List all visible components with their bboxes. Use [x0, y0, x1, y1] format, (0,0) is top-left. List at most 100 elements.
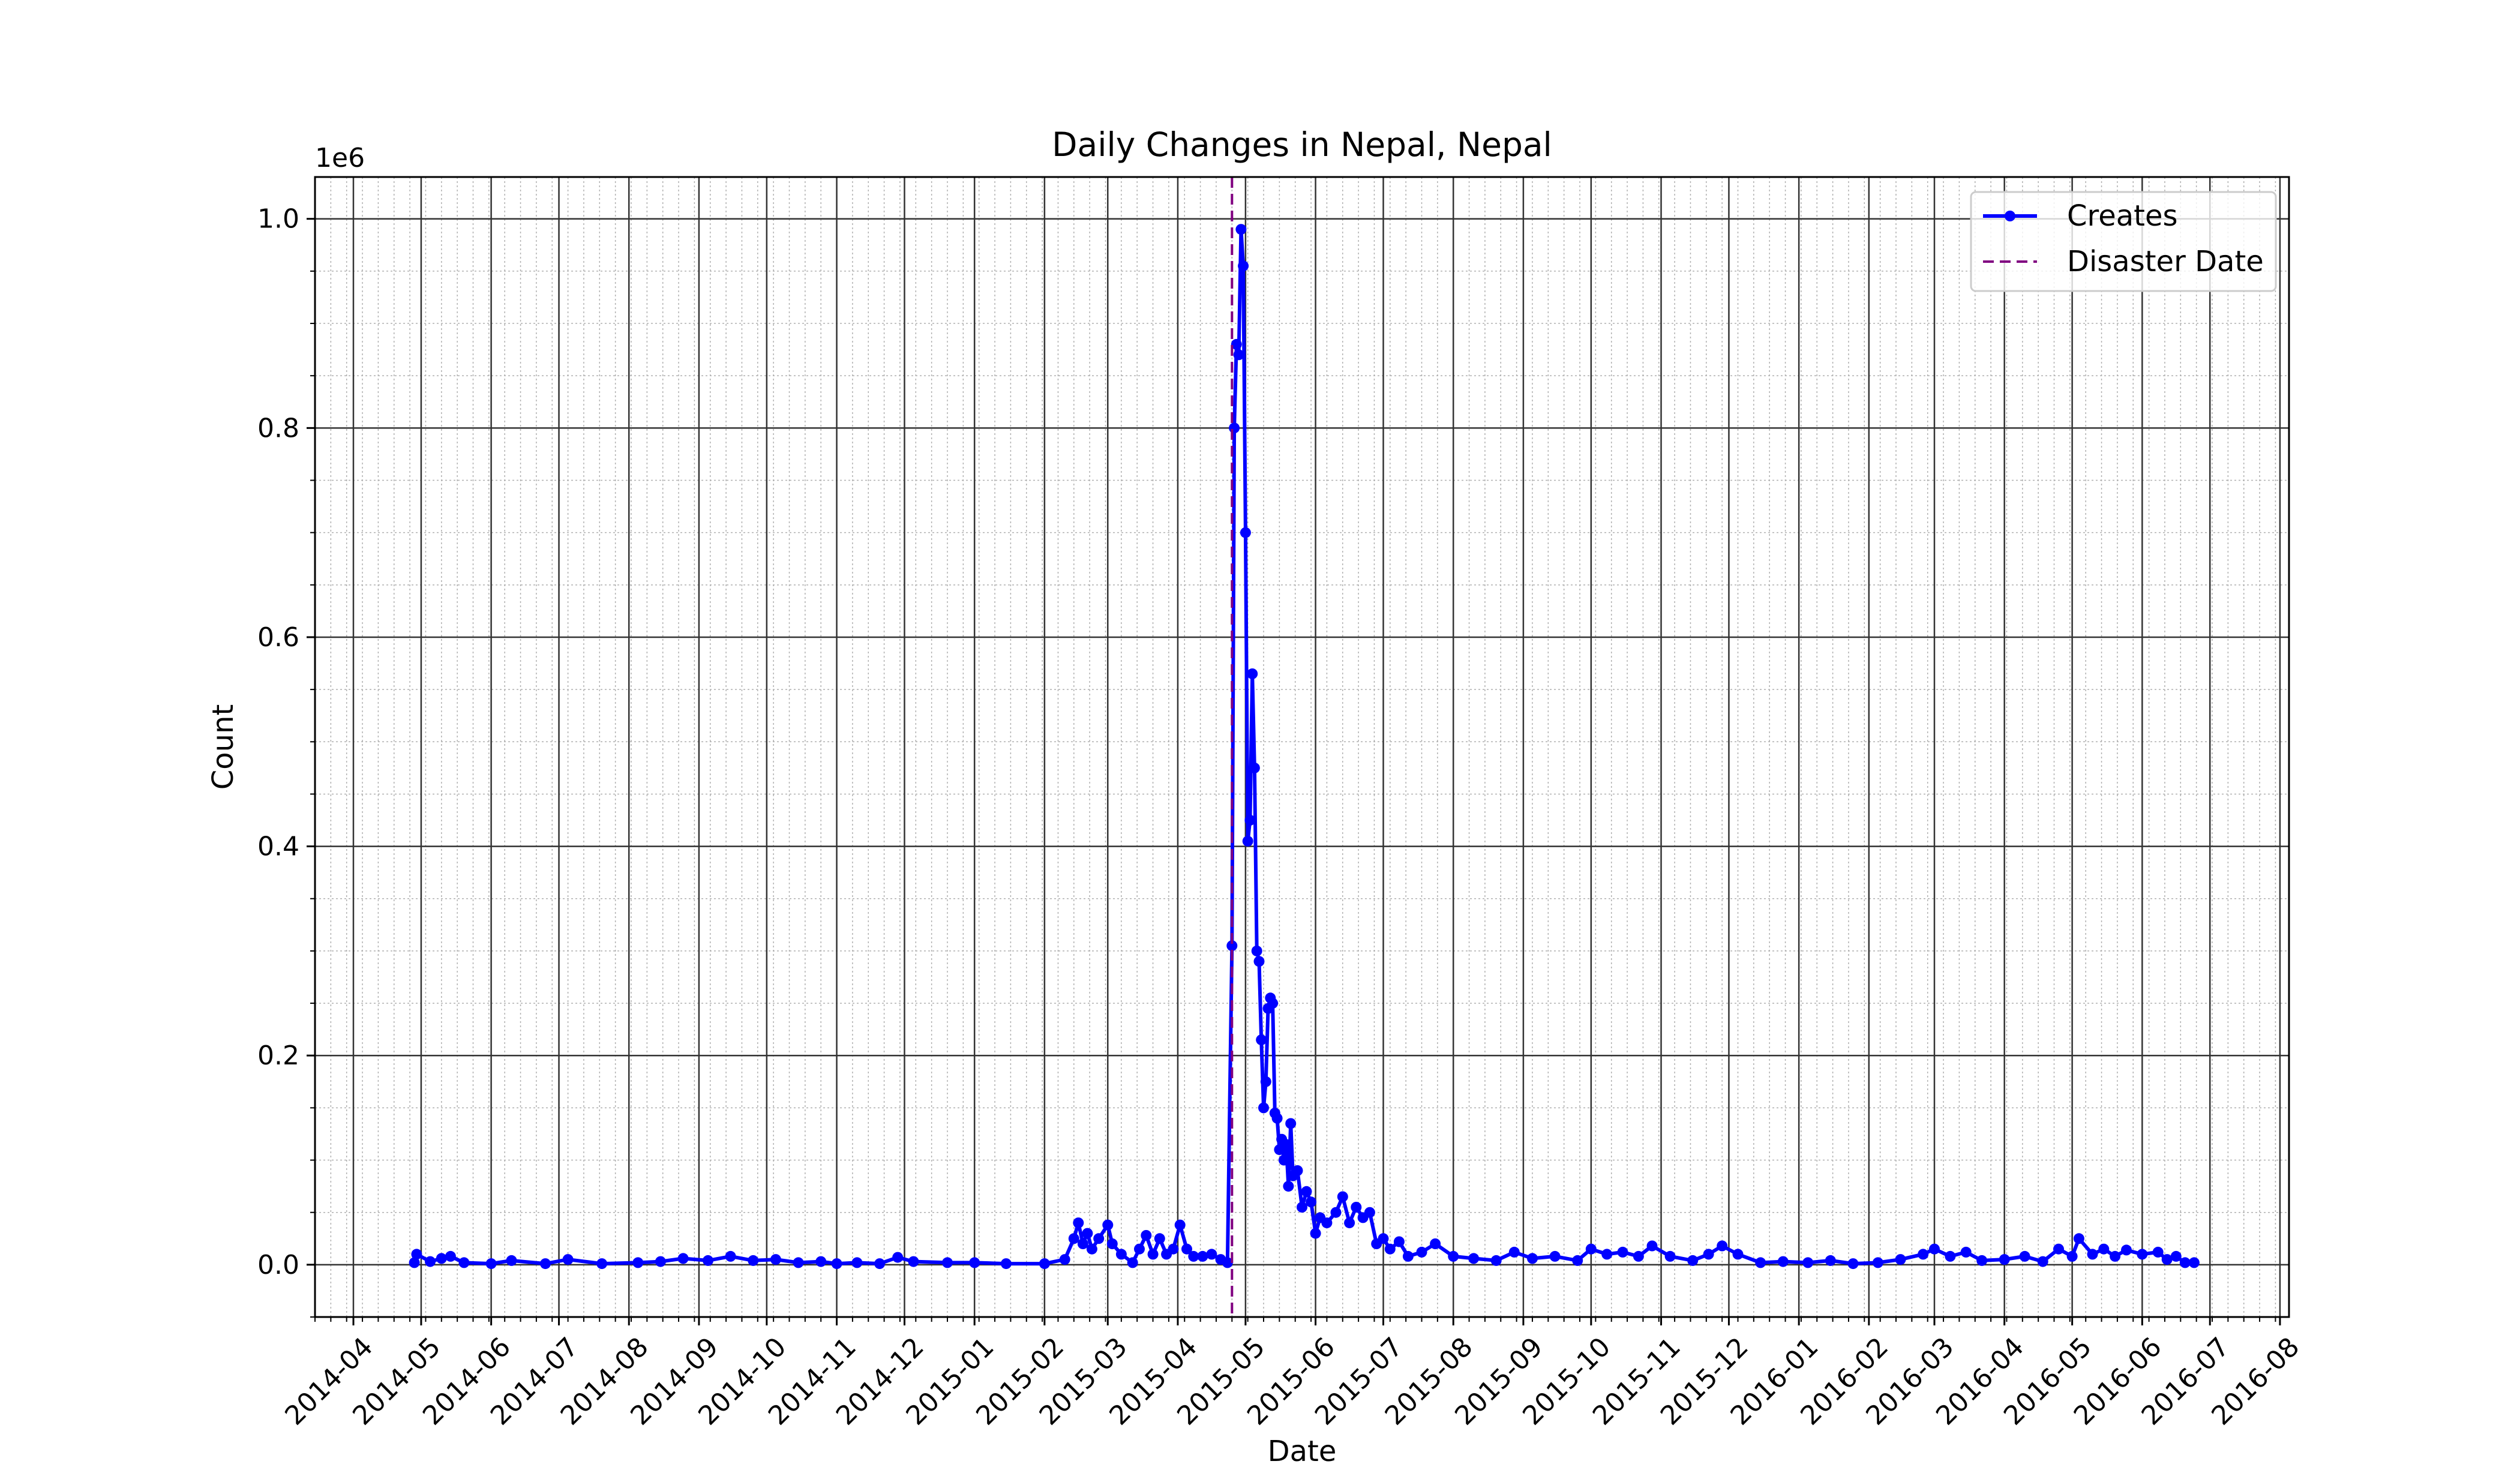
- data-point-creates: [1235, 224, 1247, 235]
- data-point-creates: [1732, 1249, 1744, 1260]
- data-point-creates: [1402, 1250, 1414, 1262]
- data-point-creates: [1310, 1228, 1321, 1239]
- data-point-creates: [1260, 1076, 1271, 1087]
- data-point-creates: [969, 1257, 980, 1268]
- data-point-creates: [1134, 1243, 1145, 1255]
- data-point-creates: [2073, 1233, 2084, 1244]
- data-point-creates: [1188, 1250, 1199, 1262]
- data-point-creates: [485, 1258, 497, 1270]
- data-point-creates: [1247, 668, 1258, 679]
- data-point-creates: [1945, 1250, 1956, 1262]
- y-axis-label: Count: [206, 704, 240, 790]
- data-point-creates: [655, 1256, 666, 1267]
- data-point-creates: [1267, 998, 1279, 1009]
- data-point-creates: [1321, 1217, 1333, 1229]
- data-point-creates: [1703, 1249, 1714, 1260]
- data-point-creates: [1384, 1243, 1396, 1255]
- data-point-creates: [632, 1257, 644, 1268]
- data-point-creates: [1292, 1165, 1303, 1176]
- data-point-creates: [725, 1250, 736, 1262]
- data-point-creates: [436, 1253, 447, 1264]
- data-point-creates: [831, 1258, 842, 1270]
- data-point-creates: [1068, 1233, 1079, 1244]
- data-point-creates: [1278, 1154, 1289, 1166]
- data-point-creates: [2152, 1246, 2164, 1258]
- data-point-creates: [1527, 1253, 1538, 1264]
- data-point-creates: [1168, 1243, 1179, 1255]
- data-point-creates: [1929, 1243, 1940, 1255]
- data-point-creates: [1242, 835, 1253, 847]
- data-point-creates: [1231, 338, 1242, 350]
- data-point-creates: [1283, 1181, 1294, 1192]
- data-point-creates: [425, 1256, 436, 1267]
- y-tick-label: 0.6: [257, 622, 299, 653]
- data-point-creates: [1918, 1249, 1929, 1260]
- data-point-creates: [1115, 1249, 1127, 1260]
- data-point-creates: [677, 1253, 689, 1264]
- data-point-creates: [1976, 1255, 1988, 1266]
- data-point-creates: [2137, 1249, 2148, 1260]
- y-tick-label: 0.0: [257, 1250, 299, 1280]
- plot-area: [409, 177, 2200, 1317]
- data-point-creates: [1197, 1250, 1208, 1262]
- y-tick-label: 0.4: [257, 832, 299, 862]
- data-point-creates: [2188, 1257, 2200, 1268]
- data-point-creates: [1687, 1255, 1699, 1266]
- data-point-creates: [1895, 1254, 1906, 1265]
- data-point-creates: [506, 1255, 517, 1266]
- data-point-creates: [1102, 1219, 1114, 1231]
- data-point-creates: [1251, 945, 1262, 956]
- data-point-creates: [1039, 1258, 1050, 1270]
- data-point-creates: [2087, 1249, 2098, 1260]
- data-point-creates: [1364, 1207, 1375, 1218]
- data-point-creates: [409, 1257, 420, 1268]
- data-point-creates: [1240, 527, 1251, 538]
- data-point-creates: [1106, 1238, 1118, 1249]
- x-axis-label: Date: [1268, 1435, 1337, 1468]
- data-point-creates: [1337, 1191, 1348, 1202]
- data-point-creates: [942, 1257, 953, 1268]
- data-point-creates: [540, 1258, 551, 1270]
- data-point-creates: [1233, 349, 1244, 361]
- data-point-creates: [1059, 1254, 1070, 1265]
- data-point-creates: [411, 1249, 422, 1260]
- data-point-creates: [1960, 1246, 1972, 1258]
- data-point-creates: [1351, 1202, 1362, 1213]
- data-point-creates: [1154, 1233, 1165, 1244]
- data-point-creates: [1073, 1217, 1084, 1229]
- legend-disaster-label: Disaster Date: [2067, 245, 2264, 278]
- data-point-creates: [770, 1254, 781, 1265]
- data-point-creates: [1222, 1257, 1233, 1268]
- data-point-creates: [2053, 1243, 2064, 1255]
- data-point-creates: [2121, 1244, 2132, 1256]
- data-point-creates: [1271, 1112, 1283, 1124]
- data-point-creates: [1664, 1250, 1676, 1262]
- data-point-creates: [1847, 1258, 1859, 1270]
- data-point-creates: [1549, 1250, 1561, 1262]
- data-point-creates: [1999, 1254, 2010, 1265]
- data-point-creates: [596, 1258, 608, 1270]
- data-point-creates: [703, 1255, 713, 1266]
- data-point-creates: [2037, 1256, 2048, 1267]
- data-point-creates: [1825, 1255, 1836, 1266]
- data-point-creates: [1244, 815, 1256, 826]
- data-point-creates: [2019, 1250, 2030, 1262]
- data-point-creates: [892, 1252, 904, 1263]
- data-point-creates: [1468, 1253, 1480, 1264]
- data-point-creates: [793, 1257, 804, 1268]
- data-point-creates: [1490, 1255, 1502, 1266]
- data-point-creates: [1226, 940, 1238, 952]
- y-tick-label: 1.0: [257, 204, 299, 235]
- data-point-creates: [1086, 1243, 1097, 1255]
- legend-box: [1970, 191, 2277, 292]
- data-point-creates: [1430, 1238, 1441, 1249]
- data-point-creates: [1229, 422, 1240, 434]
- data-point-creates: [1206, 1249, 1217, 1260]
- chart-title: Daily Changes in Nepal, Nepal: [1052, 125, 1552, 164]
- data-point-creates: [1256, 1034, 1267, 1046]
- data-point-creates: [1306, 1196, 1317, 1208]
- data-point-creates: [1646, 1240, 1658, 1252]
- data-point-creates: [1174, 1219, 1186, 1231]
- data-point-creates: [815, 1256, 827, 1267]
